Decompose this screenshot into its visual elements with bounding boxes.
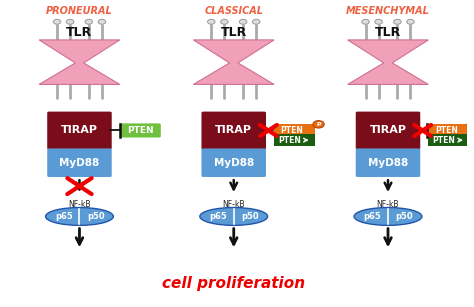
Text: p65: p65	[364, 212, 382, 221]
Text: p50: p50	[395, 212, 413, 221]
FancyBboxPatch shape	[47, 149, 112, 177]
Circle shape	[239, 19, 247, 24]
Polygon shape	[39, 40, 120, 84]
FancyBboxPatch shape	[119, 123, 161, 138]
Text: NF-kB: NF-kB	[377, 200, 399, 209]
Text: TIRAP: TIRAP	[370, 126, 407, 135]
Circle shape	[467, 121, 474, 128]
Ellipse shape	[200, 208, 268, 225]
Polygon shape	[193, 40, 274, 84]
FancyBboxPatch shape	[428, 124, 470, 136]
FancyBboxPatch shape	[356, 112, 420, 150]
Ellipse shape	[46, 208, 113, 225]
Text: p50: p50	[87, 212, 105, 221]
Polygon shape	[347, 40, 428, 84]
FancyBboxPatch shape	[47, 112, 112, 150]
Text: TIRAP: TIRAP	[61, 126, 98, 135]
Text: MyD88: MyD88	[368, 158, 408, 168]
Circle shape	[98, 19, 106, 24]
Text: PTEN: PTEN	[127, 126, 154, 135]
Ellipse shape	[354, 208, 422, 225]
Text: cell proliferation: cell proliferation	[162, 277, 305, 291]
FancyBboxPatch shape	[201, 112, 266, 150]
Text: P: P	[316, 122, 321, 127]
FancyBboxPatch shape	[356, 149, 420, 177]
Circle shape	[393, 19, 401, 24]
FancyBboxPatch shape	[273, 124, 315, 136]
Text: PTEN: PTEN	[433, 136, 456, 145]
Text: NF-kB: NF-kB	[222, 200, 245, 209]
Text: p65: p65	[55, 212, 73, 221]
Circle shape	[85, 19, 92, 24]
Text: PRONEURAL: PRONEURAL	[46, 6, 113, 16]
Circle shape	[407, 19, 414, 24]
Text: p50: p50	[241, 212, 259, 221]
FancyBboxPatch shape	[201, 149, 266, 177]
Circle shape	[66, 19, 74, 24]
Text: TIRAP: TIRAP	[215, 126, 252, 135]
Text: PTEN: PTEN	[278, 136, 301, 145]
Circle shape	[253, 19, 260, 24]
Text: NF-kB: NF-kB	[68, 200, 91, 209]
Circle shape	[208, 19, 215, 24]
Circle shape	[375, 19, 383, 24]
FancyBboxPatch shape	[428, 134, 470, 146]
Text: TLR: TLR	[220, 26, 247, 39]
Text: p65: p65	[210, 212, 227, 221]
Text: MyD88: MyD88	[214, 158, 254, 168]
Text: TLR: TLR	[375, 26, 401, 39]
Text: TLR: TLR	[66, 26, 92, 39]
FancyBboxPatch shape	[273, 134, 315, 146]
Text: P: P	[471, 122, 474, 127]
Text: PTEN: PTEN	[435, 126, 458, 134]
Text: PTEN: PTEN	[281, 126, 304, 134]
Circle shape	[53, 19, 61, 24]
Circle shape	[362, 19, 369, 24]
Text: CLASSICAL: CLASSICAL	[204, 6, 263, 16]
Circle shape	[313, 121, 324, 128]
Text: MESENCHYMAL: MESENCHYMAL	[346, 6, 430, 16]
Text: MyD88: MyD88	[59, 158, 100, 168]
Circle shape	[220, 19, 228, 24]
